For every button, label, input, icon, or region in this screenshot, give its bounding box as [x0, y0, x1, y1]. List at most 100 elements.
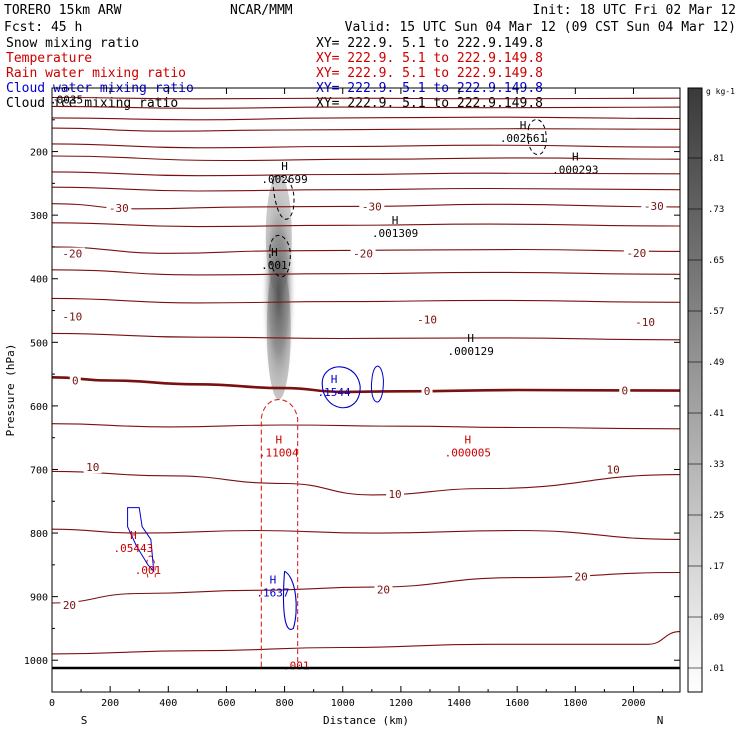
y-tick-label-7: 900 [30, 593, 48, 604]
y-tick-label-3: 500 [30, 338, 48, 349]
x-tick-label-4: 800 [276, 698, 294, 709]
temperature-contour-8 [52, 203, 680, 210]
maxima-mark-8: H [275, 434, 282, 447]
temperature-contour-4 [52, 143, 680, 149]
temperature-label-bg-9 [69, 374, 81, 387]
y-tick-label-4: 600 [30, 402, 48, 413]
maxima-value-13: .001 [283, 660, 310, 673]
temperature-label-bg-2 [641, 199, 667, 212]
snow-outline-upper [271, 175, 295, 220]
y-axis-title: Pressure (hPa) [4, 344, 17, 437]
colorbar-tick-label-1: .09 [708, 613, 724, 623]
maxima-mark-9: H [464, 434, 471, 447]
maxima-mark-4: H [271, 246, 278, 259]
temperature-label-bg-4 [350, 247, 376, 260]
colorbar-ticks: .01 .09 .17 .25 .33 .41 .49 .57 .65 .73 .81 [688, 154, 724, 674]
temperature-label-bg-10 [421, 384, 433, 397]
temperature-label-bg-11 [619, 384, 631, 397]
temperature-label-9: 0 [72, 375, 79, 388]
model-title: TORERO 15km ARW [4, 3, 122, 18]
temperature-label-bg-1 [359, 200, 385, 213]
temperature-contour-14 [52, 376, 680, 394]
legend-field-2: Rain water mixing ratio [6, 66, 186, 81]
temperature-contour-15 [52, 423, 680, 430]
temperature-contour-3 [52, 127, 680, 132]
colorbar-tick-label-8: .65 [708, 256, 724, 266]
temperature-contour-11 [52, 269, 680, 276]
maxima-value-12: .001 [135, 564, 162, 577]
temperature-contour-13 [52, 332, 680, 341]
maxima-mark-2: H [281, 160, 288, 173]
temperature-label-bg-0 [106, 201, 132, 214]
legend-xy-1: XY= 222.9. 5.1 to 222.9.149.8 [316, 51, 543, 66]
snow-shading [260, 174, 297, 400]
maxima-value-11: .1637 [256, 586, 289, 599]
temperature-label-3: -20 [62, 248, 82, 261]
temperature-label-6: -10 [62, 311, 82, 324]
maxima-mark-7: H [331, 373, 338, 386]
temperature-contour-6 [52, 171, 680, 177]
y-tick-label-5: 700 [30, 465, 48, 476]
colorbar-tick-label-3: .25 [708, 511, 724, 521]
x-tick-label-7: 1400 [447, 698, 471, 709]
maxima-value-10: .05443 [114, 542, 154, 555]
temperature-label-10: 0 [424, 385, 431, 398]
center-label: NCAR/MMM [230, 3, 293, 18]
colorbar-tick-label-4: .33 [708, 460, 724, 470]
colorbar [687, 87, 703, 693]
legend-xy-2: XY= 222.9. 5.1 to 222.9.149.8 [316, 66, 543, 81]
temperature-contour-2 [52, 116, 680, 121]
mixing-ratio-contours [127, 119, 547, 667]
y-tick-label-8: 1000 [24, 656, 48, 667]
maxima-value-3: .001309 [372, 227, 418, 240]
temperature-contours [52, 96, 680, 655]
temperature-label-17: 20 [575, 571, 588, 584]
x-tick-label-0: 0 [49, 698, 55, 709]
temperature-label-16: 20 [377, 583, 390, 596]
temperature-label-bg-16 [374, 583, 393, 596]
colorbar-tick-label-7: .57 [708, 307, 724, 317]
temperature-label-bg-13 [386, 487, 405, 500]
plot-area: -30 -30 -30 -20 -20 -20 -10 -10 -10 0 0 0 10 10 10 20 20… [52, 88, 680, 673]
temperature-label-bg-6 [59, 310, 85, 323]
y-tick-label-0: 200 [30, 148, 48, 159]
colorbar-tick-label-5: .41 [708, 409, 724, 419]
temperature-label-0: -30 [109, 202, 129, 215]
temperature-label-bg-7 [414, 313, 440, 326]
y-tick-label-1: 300 [30, 211, 48, 222]
temperature-label-11: 0 [621, 384, 628, 397]
temperature-label-2: -30 [644, 200, 664, 213]
temperature-label-14: 10 [607, 464, 620, 477]
maxima-value-7: .1544 [317, 386, 350, 399]
x-tick-label-2: 400 [159, 698, 177, 709]
snow-shade-upper [265, 174, 292, 295]
temperature-label-7: -10 [417, 314, 437, 327]
x-tick-label-10: 2000 [621, 698, 645, 709]
temperature-contour-18 [52, 571, 680, 604]
maxima-value-8: .11004 [259, 447, 299, 460]
cloud-outline-lowleft [127, 507, 155, 573]
temperature-label-5: -20 [626, 247, 646, 260]
maxima-mark-1: H [572, 151, 579, 164]
temperature-label-bg-12 [83, 461, 102, 474]
rain-small-contour [146, 555, 156, 578]
cloud-outline-small [370, 365, 384, 403]
axes: 0 200 400 600 800 1000 1200 1400 1600 1800 2000200… [24, 88, 680, 709]
temperature-contour-17 [52, 528, 680, 540]
forecast-hour: Fcst: 45 h [4, 20, 82, 35]
snow-outline-mid [269, 235, 291, 278]
temperature-labels: -30 -30 -30 -20 -20 -20 -10 -10 -10 0 0 0 10 10 10 20 20… [59, 199, 667, 612]
snow-outline-ne [527, 119, 547, 156]
temperature-contour-5 [52, 155, 680, 162]
temperature-label-bg-14 [604, 463, 623, 476]
temperature-label-bg-3 [59, 247, 85, 260]
x-tick-label-8: 1600 [505, 698, 529, 709]
y-tick-label-2: 400 [30, 275, 48, 286]
maxima-value-4: .001 [261, 259, 288, 272]
temperature-label-bg-17 [572, 570, 591, 583]
init-time: Init: 18 UTC Fri 02 Mar 12 [533, 3, 737, 18]
temperature-label-8: -10 [635, 316, 655, 329]
x-tick-label-6: 1200 [389, 698, 413, 709]
temperature-contour-7 [52, 186, 680, 192]
